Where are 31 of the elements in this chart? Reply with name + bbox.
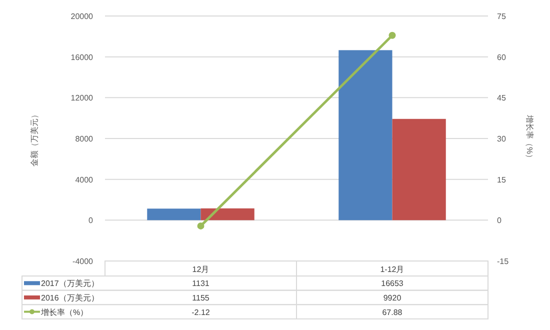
y-tick-label: 16000 (70, 52, 94, 62)
data-label: -2.12 (192, 308, 210, 317)
x-tick-label: 1-12月 (380, 265, 404, 274)
legend-label: 2017（万美元） (41, 279, 99, 288)
bar (147, 208, 201, 220)
y-tick-label: 4000 (75, 175, 94, 184)
y-tick-label: 0 (88, 216, 94, 226)
bar (392, 118, 446, 220)
y2-tick-label: 75 (497, 12, 506, 21)
y2-tick-label: 0 (497, 216, 502, 226)
bar (200, 208, 254, 220)
legend-label: 增长率（%） (40, 308, 88, 317)
y-tick-label: 12000 (70, 94, 94, 103)
data-label: 1155 (192, 293, 210, 302)
bar (338, 50, 392, 220)
data-label: 1131 (192, 279, 210, 288)
y2-tick-label: 30 (497, 134, 506, 144)
y2-tick-label: 45 (497, 94, 506, 103)
x-tick-label: 12月 (192, 265, 210, 274)
y-tick-label: -4000 (72, 257, 94, 266)
data-label: 9920 (383, 293, 402, 302)
y2-tick-label: -15 (497, 257, 510, 266)
legend-label: 2016（万美元） (41, 293, 99, 302)
data-label: 67.88 (382, 308, 403, 317)
data-label: 16653 (381, 279, 404, 288)
y-tick-label: 8000 (75, 134, 94, 144)
y-axis-title: 金额（万美元） (30, 110, 39, 166)
y2-tick-label: 15 (497, 175, 506, 184)
y2-tick-label: 60 (497, 52, 506, 62)
y-tick-label: 20000 (70, 12, 94, 21)
y2-axis-title: 增长率（%） (525, 114, 534, 162)
